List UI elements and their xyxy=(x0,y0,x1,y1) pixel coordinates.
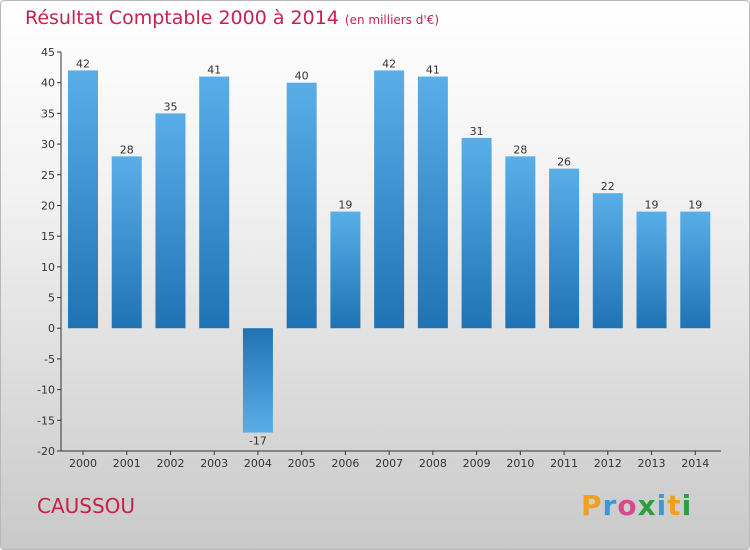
data-labels: 42 28 35 41 -17 40 19 42 41 31 28 26 22 19 19 xyxy=(76,57,702,447)
data-label-2007: 42 xyxy=(382,57,396,70)
x-tick-label: 2010 xyxy=(506,457,534,470)
logo-letter: P xyxy=(581,489,603,522)
bar-2014 xyxy=(680,211,711,329)
proxiti-logo[interactable]: Proxiti xyxy=(581,489,692,522)
y-tick-label: 40 xyxy=(41,77,55,90)
data-label-2014: 19 xyxy=(688,199,702,212)
x-tick-label: 2003 xyxy=(200,457,228,470)
data-label-2013: 19 xyxy=(645,199,659,212)
commune-name: CAUSSOU xyxy=(37,494,136,518)
y-axis: -20 -15 -10 -5 0 5 10 15 20 25 30 35 40 45 xyxy=(37,46,62,458)
logo-letter: o xyxy=(617,489,638,522)
y-tick-label: -5 xyxy=(44,353,55,366)
chart-title-text: Résultat Comptable 2000 à 2014 xyxy=(25,7,339,29)
logo-letter: r xyxy=(602,489,618,522)
logo-letter: t xyxy=(667,489,682,522)
data-label-2000: 42 xyxy=(76,57,90,70)
bar-2000 xyxy=(68,70,98,329)
chart-title: Résultat Comptable 2000 à 2014 (en millie… xyxy=(25,7,439,29)
logo-letter: i xyxy=(656,489,668,522)
x-tick-label: 2013 xyxy=(638,457,666,470)
y-tick-label: 45 xyxy=(41,46,55,59)
bar-2011 xyxy=(549,168,580,329)
bar-2012 xyxy=(592,193,623,329)
chart-subtitle: (en milliers d'€) xyxy=(344,13,440,27)
data-label-2004: -17 xyxy=(249,435,267,448)
x-tick-label: 2008 xyxy=(419,457,447,470)
x-tick-label: 2005 xyxy=(288,457,316,470)
x-tick-label: 2011 xyxy=(550,457,578,470)
data-label-2001: 28 xyxy=(120,143,134,156)
data-label-2002: 35 xyxy=(163,100,177,113)
bar-2006 xyxy=(330,211,361,329)
logo-letter: x xyxy=(637,489,657,522)
y-tick-label: 35 xyxy=(41,107,55,120)
data-label-2009: 31 xyxy=(470,125,484,138)
x-tick-label: 2012 xyxy=(594,457,622,470)
x-tick-label: 2004 xyxy=(244,457,272,470)
y-tick-label: -20 xyxy=(37,445,55,458)
bar-2005 xyxy=(286,82,317,329)
data-label-2012: 22 xyxy=(601,180,615,193)
bars xyxy=(68,70,711,433)
bar-2009 xyxy=(461,137,492,329)
x-tick-label: 2000 xyxy=(69,457,97,470)
bar-2010 xyxy=(505,156,536,329)
bar-2007 xyxy=(374,70,405,329)
x-tick-label: 2009 xyxy=(463,457,491,470)
y-tick-label: -10 xyxy=(37,384,55,397)
bar-2013 xyxy=(636,211,667,329)
x-tick-label: 2001 xyxy=(113,457,141,470)
data-label-2010: 28 xyxy=(513,143,527,156)
bar-2002 xyxy=(155,113,186,329)
data-label-2006: 19 xyxy=(338,199,352,212)
data-label-2003: 41 xyxy=(207,64,221,77)
logo-letter: i xyxy=(681,489,693,522)
bar-2003 xyxy=(199,76,230,329)
x-axis: 2000 2001 2002 2003 2004 2005 2006 2007 2008 2009… xyxy=(61,450,721,470)
y-tick-label: 5 xyxy=(48,292,55,305)
data-label-2005: 40 xyxy=(295,70,309,83)
y-tick-label: 25 xyxy=(41,169,55,182)
x-tick-label: 2006 xyxy=(331,457,359,470)
x-tick-label: 2014 xyxy=(681,457,709,470)
y-tick-label: 30 xyxy=(41,138,55,151)
y-tick-label: -15 xyxy=(37,414,55,427)
data-label-2011: 26 xyxy=(557,156,571,169)
x-tick-label: 2002 xyxy=(156,457,184,470)
bar-2004 xyxy=(242,328,273,433)
data-label-2008: 41 xyxy=(426,64,440,77)
y-tick-label: 20 xyxy=(41,199,55,212)
y-tick-label: 10 xyxy=(41,261,55,274)
x-tick-label: 2007 xyxy=(375,457,403,470)
y-tick-label: 0 xyxy=(48,322,55,335)
bar-2001 xyxy=(111,156,142,329)
y-tick-label: 15 xyxy=(41,230,55,243)
bar-2008 xyxy=(417,76,448,329)
